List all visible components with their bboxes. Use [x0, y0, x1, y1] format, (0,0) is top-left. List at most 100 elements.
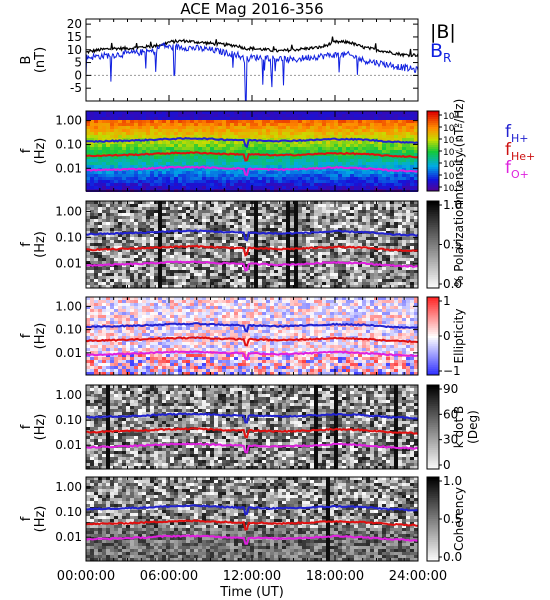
spectrogram-cell	[290, 279, 294, 282]
spectrogram-cell	[366, 141, 370, 144]
spectrogram-cell	[254, 126, 258, 129]
spectrogram-cell	[330, 150, 334, 153]
spectrogram-cell	[210, 171, 214, 174]
colorbar-cell	[427, 218, 439, 222]
spectrogram-cell	[186, 207, 190, 210]
spectrogram-cell	[330, 159, 334, 162]
spectrogram-polarization	[86, 201, 418, 288]
spectrogram-cell	[146, 201, 150, 204]
spectrogram-cell	[202, 237, 206, 240]
spectrogram-cell	[182, 243, 186, 246]
spectrogram-cell	[246, 285, 250, 288]
spectrogram-cell	[86, 126, 90, 129]
spectrogram-cell	[98, 219, 102, 222]
y-tick-label: 0	[74, 68, 82, 82]
spectrogram-cell	[234, 177, 238, 180]
spectrogram-cell	[394, 177, 398, 180]
spectrogram-cell	[178, 171, 182, 174]
spectrogram-cell	[258, 210, 262, 213]
spectrogram-cell	[314, 264, 318, 267]
spectrogram-cell	[226, 201, 230, 204]
spectrogram-cell	[174, 276, 178, 279]
spectrogram-cell	[402, 282, 406, 285]
spectrogram-cell	[126, 180, 130, 183]
spectrogram-cell	[298, 243, 302, 246]
spectrogram-cell	[410, 222, 414, 225]
spectrogram-cell	[266, 123, 270, 126]
spectrogram-cell	[90, 255, 94, 258]
spectrogram-cell	[186, 273, 190, 276]
spectrogram-cell	[358, 273, 362, 276]
spectrogram-cell	[174, 228, 178, 231]
spectrogram-cell	[410, 210, 414, 213]
spectrogram-cell	[414, 204, 418, 207]
spectrogram-cell	[414, 267, 418, 270]
spectrogram-cell	[370, 159, 374, 162]
spectrogram-cell	[238, 273, 242, 276]
spectrogram-cell	[170, 156, 174, 159]
colorbar-cell	[427, 173, 439, 176]
spectrogram-cell	[346, 252, 350, 255]
spectrogram-cell	[210, 258, 214, 261]
spectrogram-cell	[162, 171, 166, 174]
spectrogram-cell	[338, 222, 342, 225]
spectrogram-cell	[402, 207, 406, 210]
spectrogram-cell	[270, 270, 274, 273]
spectrogram-cell	[222, 267, 226, 270]
spectrogram-cell	[194, 123, 198, 126]
spectrogram-cell	[166, 222, 170, 225]
spectrogram-cell	[230, 252, 234, 255]
spectrogram-cell	[354, 159, 358, 162]
spectrogram-cell	[102, 228, 106, 231]
spectrogram-cell	[94, 216, 98, 219]
spectrogram-cell	[154, 213, 158, 216]
spectrogram-cell	[106, 144, 110, 147]
spectrogram-cell	[110, 144, 114, 147]
spectrogram-cell	[390, 126, 394, 129]
spectrogram-cell	[238, 255, 242, 258]
spectrogram-cell	[226, 282, 230, 285]
spectrogram-cell	[226, 210, 230, 213]
spectrogram-cell	[106, 126, 110, 129]
spectrogram-cell	[162, 282, 166, 285]
spectrogram-cell	[230, 129, 234, 132]
spectrogram-cell	[174, 255, 178, 258]
spectrogram-cell	[262, 225, 266, 228]
spectrogram-cell	[398, 222, 402, 225]
spectrogram-cell	[406, 240, 410, 243]
spectrogram-cell	[294, 111, 298, 114]
spectrogram-cell	[366, 147, 370, 150]
spectrogram-cell	[322, 132, 326, 135]
spectrogram-cell	[230, 273, 234, 276]
spectrogram-cell	[306, 222, 310, 225]
spectrogram-cell	[358, 201, 362, 204]
spectrogram-cell	[250, 156, 254, 159]
spectrogram-cell	[146, 162, 150, 165]
spectrogram-cell	[94, 165, 98, 168]
spectrogram-cell	[106, 216, 110, 219]
spectrogram-cell	[190, 186, 194, 189]
spectrogram-cell	[270, 132, 274, 135]
spectrogram-cell	[90, 258, 94, 261]
spectrogram-cell	[378, 246, 382, 249]
spectrogram-cell	[410, 204, 414, 207]
spectrogram-cell	[138, 120, 142, 123]
spectrogram-cell	[302, 216, 306, 219]
spectrogram-cell	[134, 276, 138, 279]
spectrogram-cell	[262, 237, 266, 240]
spectrogram-cell	[322, 156, 326, 159]
spectrogram-cell	[134, 258, 138, 261]
spectrogram-cell	[190, 156, 194, 159]
spectrogram-cell	[194, 180, 198, 183]
spectrogram-cell	[310, 177, 314, 180]
spectrogram-cell	[286, 132, 290, 135]
spectrogram-cell	[190, 141, 194, 144]
spectrogram-cell	[222, 237, 226, 240]
spectrogram-cell	[126, 171, 130, 174]
spectrogram-cell	[154, 285, 158, 288]
spectrogram-cell	[246, 180, 250, 183]
spectrogram-cell	[86, 171, 90, 174]
spectrogram-cell	[94, 258, 98, 261]
colorbar-cell	[427, 181, 439, 184]
spectrogram-cell	[222, 264, 226, 267]
